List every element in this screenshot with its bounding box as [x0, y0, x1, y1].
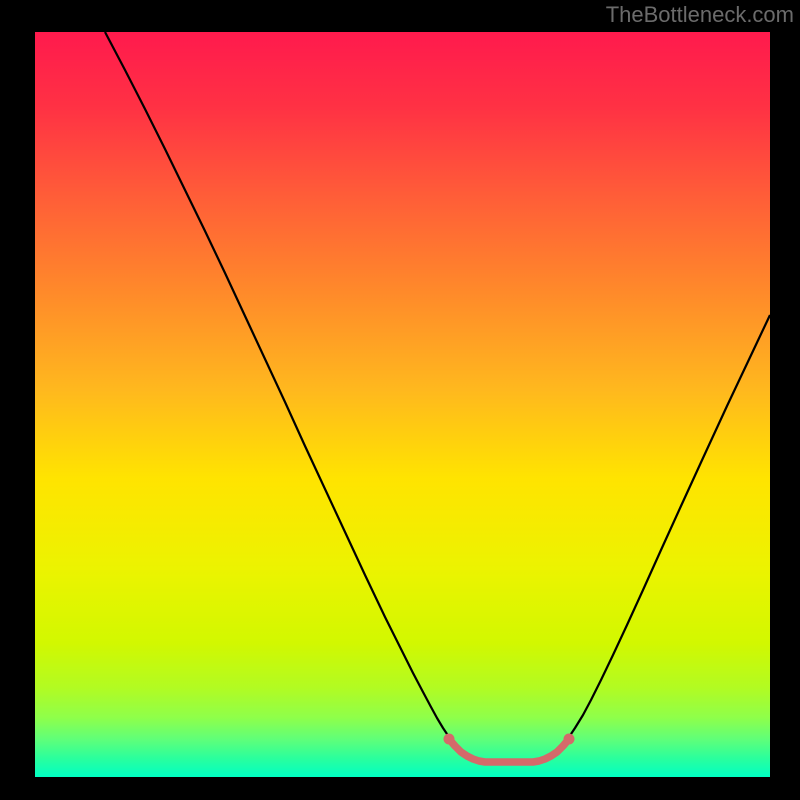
- plot-area: [35, 32, 770, 777]
- chart-container: TheBottleneck.com: [0, 0, 800, 800]
- highlight-endpoint-dot: [444, 734, 455, 745]
- gradient-background: [35, 32, 770, 777]
- highlight-endpoint-dot: [564, 734, 575, 745]
- watermark-text: TheBottleneck.com: [606, 2, 794, 28]
- plot-svg: [35, 32, 770, 777]
